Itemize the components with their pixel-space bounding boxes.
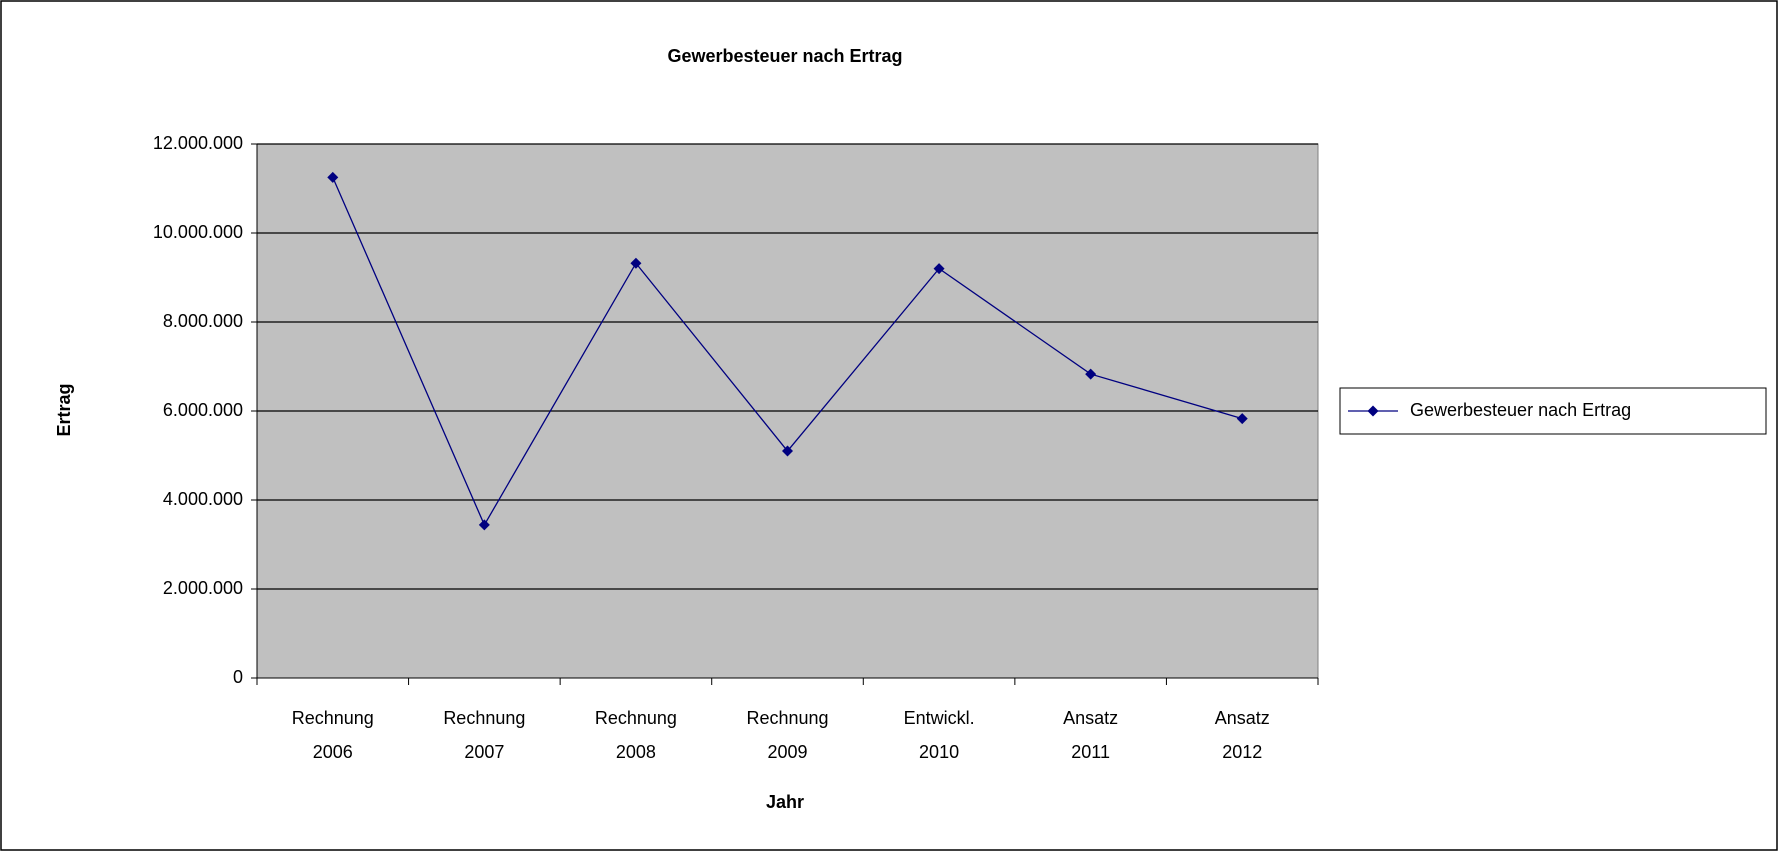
- y-tick-label: 10.000.000: [153, 222, 243, 242]
- y-tick-label: 12.000.000: [153, 133, 243, 153]
- chart-title: Gewerbesteuer nach Ertrag: [667, 46, 902, 66]
- x-tick-label: Rechnung 2009: [746, 708, 828, 762]
- x-tick-label: Rechnung 2008: [595, 708, 677, 762]
- legend-box: [1339, 387, 1767, 435]
- y-tick-label: 2.000.000: [163, 578, 243, 598]
- data-point: [1236, 413, 1248, 425]
- x-tick-label: Entwickl. 2010: [904, 708, 975, 762]
- y-tick-label: 0: [233, 667, 243, 687]
- x-tick-label: Ansatz 2011: [1063, 708, 1118, 762]
- y-axis-title: Ertrag: [54, 383, 74, 436]
- x-axis-title: Jahr: [766, 792, 804, 812]
- data-point: [782, 445, 793, 457]
- data-point: [478, 519, 490, 531]
- y-tick-label: 4.000.000: [163, 489, 243, 509]
- x-tick-label: Rechnung 2007: [443, 708, 525, 762]
- y-tick-label: 8.000.000: [163, 311, 243, 331]
- y-tick-label: 6.000.000: [163, 400, 243, 420]
- x-tick-label: Ansatz 2012: [1215, 708, 1270, 762]
- data-point: [327, 171, 339, 183]
- data-point: [630, 257, 642, 269]
- data-point: [933, 263, 945, 275]
- data-point: [1085, 368, 1097, 380]
- legend-marker: [1367, 405, 1379, 417]
- legend-label: Gewerbesteuer nach Ertrag: [1410, 400, 1631, 420]
- x-tick-label: Rechnung 2006: [292, 708, 374, 762]
